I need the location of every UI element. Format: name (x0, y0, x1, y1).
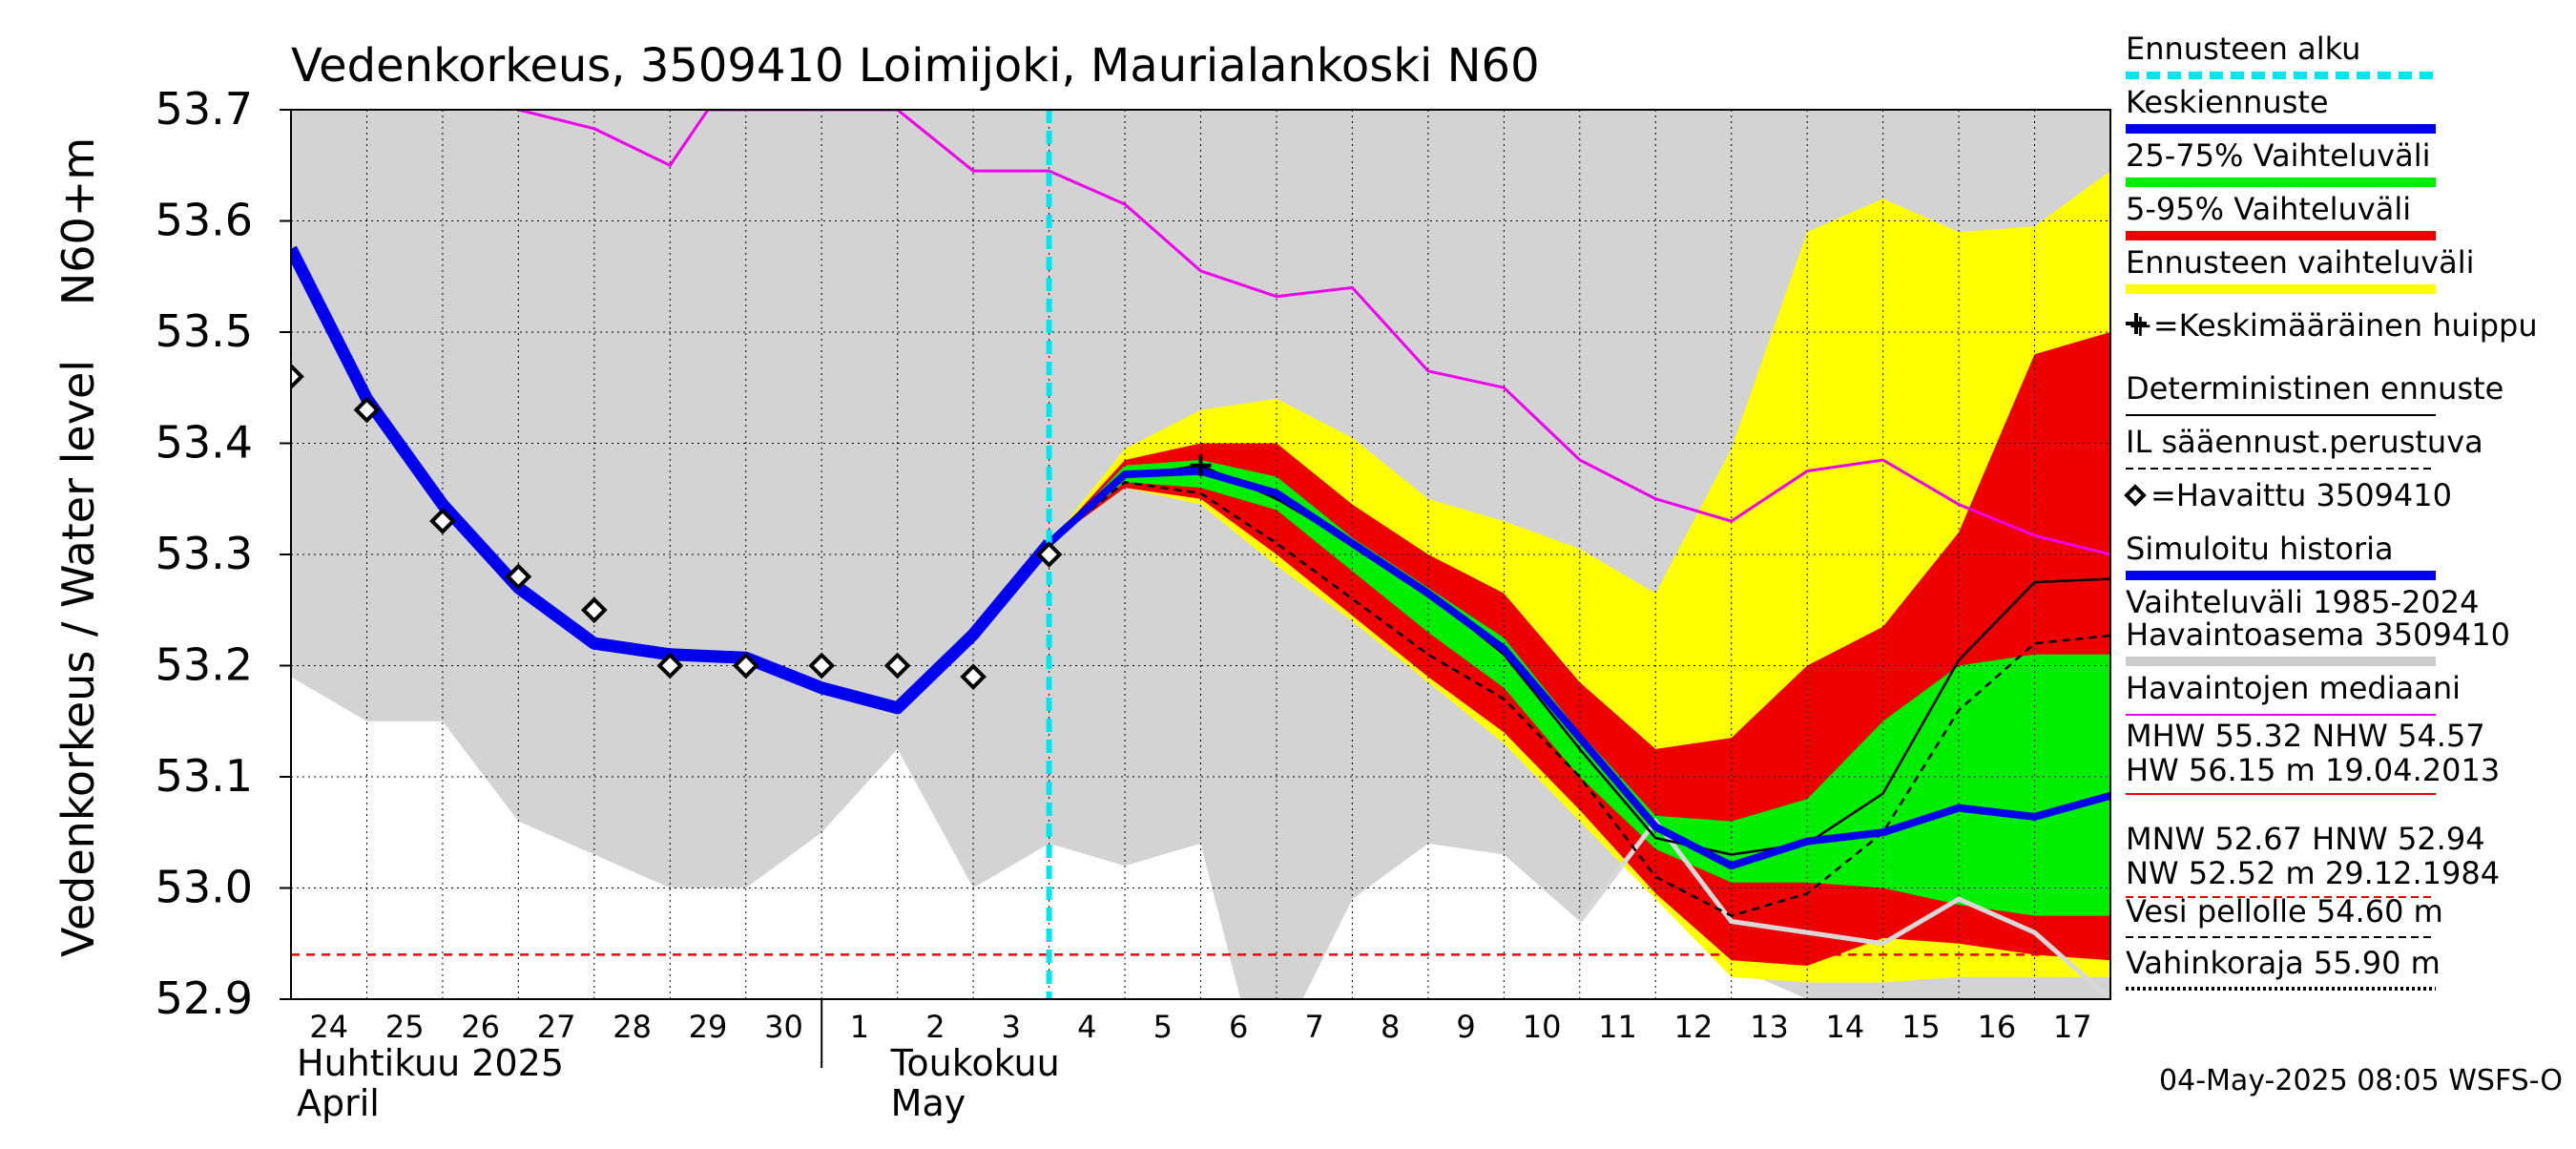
x-tick-label: 6 (1229, 1009, 1248, 1045)
month-label-en: April (297, 1082, 380, 1124)
x-tick-label: 5 (1153, 1009, 1173, 1045)
y-tick-label: 53.4 (156, 417, 253, 469)
stats-line: HW 56.15 m 19.04.2013 (2126, 752, 2500, 788)
legend-label: =Havaittu 3509410 (2150, 477, 2452, 513)
x-tick-label: 28 (613, 1009, 652, 1045)
y-tick-label: 53.6 (156, 195, 253, 246)
x-tick-label: 30 (764, 1009, 803, 1045)
legend-label: Deterministinen ennuste (2126, 370, 2503, 407)
mean-forecast-line (1046, 467, 2110, 870)
stats-line: MHW 55.32 NHW 54.57 (2126, 718, 2485, 754)
axes: 53.753.653.553.453.353.253.153.052.924 25… (156, 83, 2111, 1124)
y-tick-label: 53.0 (156, 862, 253, 913)
band-25-75 (1049, 460, 2110, 916)
observed-point (581, 596, 608, 624)
observed-point (808, 652, 836, 679)
x-tick-label: 8 (1381, 1009, 1400, 1045)
legend-label: Vaihteluväli 1985-2024 (2126, 584, 2480, 620)
month-label-fi: Huhtikuu 2025 (297, 1042, 564, 1084)
stats-line: NW 52.52 m 29.12.1984 (2126, 855, 2500, 891)
x-tick-label: 24 (309, 1009, 348, 1045)
y-axis-unit: N60+m (52, 137, 104, 305)
x-tick-label: 1 (850, 1009, 869, 1045)
median-observed-line (518, 110, 2110, 556)
x-tick-label: 15 (1901, 1009, 1941, 1045)
x-tick-label: 27 (537, 1009, 576, 1045)
legend-label: +=Keskimääräinen huippu (2128, 307, 2538, 344)
legend-label: 25-75% Vaihteluväli (2126, 137, 2430, 174)
y-tick-label: 53.2 (156, 639, 253, 691)
y-tick-label: 53.7 (156, 83, 253, 135)
legend-observed-marker (2124, 484, 2147, 507)
station-history-line (1577, 817, 2110, 999)
month-label-en: May (891, 1082, 966, 1124)
observed-point (505, 563, 532, 591)
stats-line: MNW 52.67 HNW 52.94 (2126, 821, 2485, 857)
threshold-label: Vesi pellolle 54.60 m (2126, 893, 2443, 930)
x-tick-label: 13 (1750, 1009, 1789, 1045)
x-tick-label: 7 (1305, 1009, 1324, 1045)
il-forecast-line (1048, 480, 2110, 917)
legend-label: Ennusteen alku (2126, 31, 2360, 67)
mean-peak-marker (1190, 454, 1212, 476)
legend-label: Havaintoasema 3509410 (2126, 616, 2510, 653)
legend-label: Simuloitu historia (2126, 531, 2394, 567)
x-tick-label: 11 (1598, 1009, 1637, 1045)
x-tick-label: 10 (1523, 1009, 1562, 1045)
footer-timestamp: 04-May-2025 08:05 WSFS-O (2159, 1064, 2563, 1097)
legend-label: Havaintojen mediaani (2126, 670, 2461, 706)
observed-point (353, 396, 381, 424)
x-tick-label: 17 (2053, 1009, 2092, 1045)
y-tick-label: 53.3 (156, 528, 253, 579)
x-tick-label: 25 (385, 1009, 425, 1045)
legend-label: Keskiennuste (2126, 84, 2329, 120)
legend-label: Ennusteen vaihteluväli (2126, 244, 2475, 281)
x-tick-label: 4 (1077, 1009, 1096, 1045)
observed-point (1035, 541, 1063, 568)
x-tick-label: 12 (1674, 1009, 1714, 1045)
y-tick-label: 52.9 (156, 972, 253, 1024)
series-lines (291, 110, 2110, 999)
x-tick-label: 29 (689, 1009, 728, 1045)
x-tick-label: 9 (1456, 1009, 1475, 1045)
legend-label: IL sääennust.perustuva (2126, 424, 2483, 460)
observed-point (732, 652, 759, 679)
x-tick-label: 2 (925, 1009, 945, 1045)
month-label-fi: Toukokuu (890, 1042, 1060, 1084)
observed-point (656, 652, 684, 679)
threshold-label: Vahinkoraja 55.90 m (2126, 945, 2441, 981)
y-tick-label: 53.5 (156, 305, 253, 357)
legend-label: 5-95% Vaihteluväli (2126, 191, 2411, 227)
x-tick-label: 3 (1002, 1009, 1021, 1045)
observed-point (429, 508, 456, 534)
legend: Ennusteen alku Keskiennuste 25-75% Vaihtel… (2124, 31, 2538, 991)
observed-point (960, 663, 987, 690)
y-axis-label: Vedenkorkeus / Water level (52, 360, 104, 957)
forecast-bands (291, 110, 2110, 999)
chart-title: Vedenkorkeus, 3509410 Loimijoki, Maurial… (291, 39, 1540, 93)
observed-point (883, 652, 911, 679)
legend-peak-marker (2126, 313, 2147, 334)
x-tick-label: 26 (461, 1009, 500, 1045)
x-tick-label: 14 (1826, 1009, 1865, 1045)
observed-point (291, 363, 304, 390)
y-tick-label: 53.1 (156, 750, 253, 802)
x-tick-label: 16 (1977, 1009, 2016, 1045)
